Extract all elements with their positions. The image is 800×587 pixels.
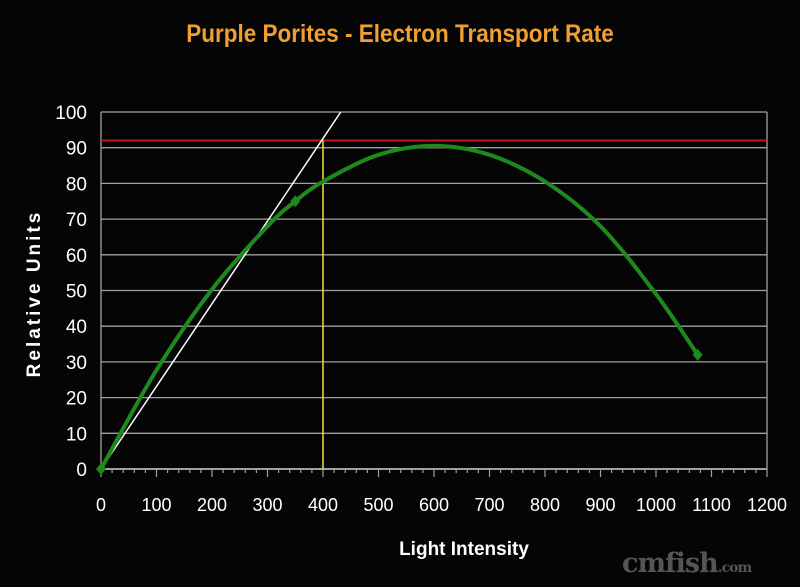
y-tick-label: 70 <box>66 210 87 231</box>
y-tick-label: 20 <box>66 389 87 410</box>
x-tick-label: 600 <box>419 495 449 515</box>
x-tick-label: 500 <box>363 495 393 515</box>
x-tick-label: 1100 <box>692 495 731 515</box>
watermark-main: cmfish <box>622 548 719 579</box>
watermark-logo: cmfish.com <box>622 548 753 579</box>
y-tick-label: 100 <box>55 103 87 124</box>
x-tick-label: 400 <box>308 495 338 515</box>
x-tick-label: 300 <box>252 495 282 515</box>
y-tick-label: 60 <box>66 246 87 267</box>
x-tick-label: 800 <box>530 495 560 515</box>
y-tick-label: 10 <box>66 424 87 445</box>
x-tick-label: 0 <box>96 495 106 515</box>
y-tick-label: 30 <box>66 353 87 374</box>
x-tick-label: 1000 <box>636 495 676 515</box>
x-tick-label: 200 <box>197 495 227 515</box>
x-tick-label: 100 <box>141 495 171 515</box>
series-line <box>99 143 700 471</box>
y-tick-label: 0 <box>76 460 87 481</box>
x-tick-label: 1200 <box>747 495 787 515</box>
data-point-marker <box>96 463 106 475</box>
watermark-suffix: .com <box>717 560 753 576</box>
data-point-marker <box>290 195 301 208</box>
x-tick-label: 900 <box>585 495 615 515</box>
y-tick-label: 90 <box>66 139 87 160</box>
y-tick-label: 40 <box>66 317 87 338</box>
initial-slope-line <box>100 111 342 470</box>
y-tick-label: 80 <box>66 174 87 195</box>
data-point-marker <box>692 348 703 361</box>
y-tick-label: 50 <box>66 282 87 303</box>
x-tick-label: 700 <box>474 495 504 515</box>
chart-title: Purple Porites - Electron Transport Rate <box>186 20 614 48</box>
y-axis-label: Relative Units <box>24 210 45 378</box>
x-axis-label: Light Intensity <box>399 539 529 560</box>
